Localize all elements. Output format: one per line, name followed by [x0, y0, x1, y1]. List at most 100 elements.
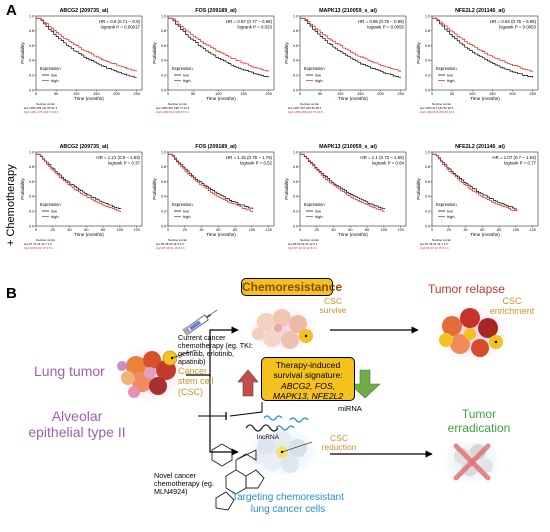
signature-genes: ABCG2, FOS, MAPK13, NFE2L2	[272, 380, 344, 401]
km-ytick-label: 0.0	[293, 224, 298, 228]
km-ytick-label: 1.0	[161, 14, 166, 18]
km-plot-svg: 0.0 0.2 0.4 0.6 0.8 1.0 Probability 0 50 100 150 20…	[152, 14, 275, 114]
km-curve-low	[432, 17, 534, 78]
km-axis-box	[431, 151, 539, 227]
km-ytick-label: 0.2	[29, 74, 34, 78]
km-risk-low: low 87 46 24 14 7 3 0	[420, 242, 448, 246]
km-hr-text: HR = 0.8 (0.71 – 0.9)	[99, 19, 141, 24]
km-plot-svg: 0.0 0.2 0.4 0.6 0.8 1.0 Probability 0 20 40 60 80 10…	[416, 150, 539, 250]
km-xtick-label: 0	[167, 228, 169, 232]
km-ytick-label: 0.6	[161, 180, 166, 184]
km-plot-svg: 0.0 0.2 0.4 0.6 0.8 1.0 Probability 0 20 40 60 80 10…	[20, 150, 143, 250]
km-xtick-label: 150	[489, 92, 495, 96]
km-legend-title: Expression	[172, 202, 193, 207]
km-ytick-label: 0.4	[425, 59, 430, 63]
km-xtick-label: 100	[215, 92, 221, 96]
km-hr-text: HR = 1.21 (0.8 – 1.83)	[96, 155, 140, 160]
km-ytick-label: 0.8	[161, 29, 166, 33]
km-xtick-label: 0	[299, 228, 301, 232]
km-ytick-label: 0.0	[161, 88, 166, 92]
mirna-label: miRNA	[338, 404, 362, 413]
km-ytick-label: 1.0	[293, 150, 298, 154]
km-risk-low: low 1057 467 205 82 38 4	[288, 106, 322, 110]
km-legend-high: high	[183, 214, 191, 219]
km-legend-low: low	[315, 72, 321, 77]
km-risk-high: high 1063 515 203 52 13 4	[420, 110, 455, 114]
km-xtick-label: 150	[357, 92, 363, 96]
km-logrank-text: logrank P = 0.0053	[499, 25, 536, 30]
alveolar-label: Alveolar epithelial type II	[28, 408, 126, 441]
tumor-relapse-label: Tumor relapse	[428, 282, 505, 296]
km-ytick-label: 0.0	[425, 224, 430, 228]
km-ytick-label: 0.6	[29, 44, 34, 48]
km-xlabel: Time (months)	[470, 96, 500, 101]
km-xlabel: Time (months)	[206, 232, 236, 237]
km-curve-high	[300, 153, 385, 212]
km-plot-svg: 0.0 0.2 0.4 0.6 0.8 1.0 Probability 0 50 100 150 20…	[20, 14, 143, 114]
chemotherapy-side-label: + Chemotherapy	[5, 164, 17, 246]
km-risk-header: Number at risk	[36, 238, 55, 242]
km-curve-low	[168, 153, 254, 209]
km-risk-header: Number at risk	[432, 102, 451, 106]
km-ytick-label: 0.4	[29, 59, 34, 63]
km-risk-low: low 87 47 24 13 7 1 0	[24, 242, 52, 246]
km-ytick-label: 0.4	[29, 195, 34, 199]
km-ytick-label: 1.0	[425, 14, 430, 18]
km-risk-header: Number at risk	[432, 238, 451, 242]
km-xtick-label: 100	[117, 228, 123, 232]
km-xtick-label: 60	[84, 228, 88, 232]
km-risk-header: Number at risk	[300, 102, 319, 106]
km-hr-text: HR = 0.87 (0.77 – 0.98)	[226, 19, 273, 24]
km-legend-low: low	[183, 72, 189, 77]
cancer-stem-cell-label: Cancer stem cell (CSC)	[178, 366, 214, 397]
km-risk-header: Number at risk	[168, 238, 187, 242]
signature-title: Therapy-induced survival signature:	[273, 360, 343, 381]
km-xtick-label: 50	[54, 92, 58, 96]
km-xtick-label: 0	[35, 228, 37, 232]
km-legend-high: high	[315, 78, 323, 83]
km-xtick-label: 40	[67, 228, 71, 232]
km-curve-high	[168, 153, 254, 213]
km-plot: NFE2L2 (201146_at) 0.0 0.2 0.4 0.6 0.8 1.0 Prob…	[416, 144, 544, 272]
km-ytick-label: 0.0	[29, 224, 34, 228]
km-ytick-label: 0.6	[293, 180, 298, 184]
km-legend-high: high	[51, 78, 59, 83]
km-ytick-label: 0.4	[161, 195, 166, 199]
km-xtick-label: 120	[134, 228, 140, 232]
km-xtick-label: 100	[249, 228, 255, 232]
km-axis-box	[299, 15, 407, 91]
km-plot-title: MAPK13 (210059_s_at)	[319, 8, 377, 14]
down-arrow-icon	[349, 369, 381, 399]
km-legend-low: low	[315, 208, 321, 213]
km-ylabel: Probability	[20, 42, 25, 64]
km-legend-high: high	[51, 214, 59, 219]
km-xtick-label: 250	[398, 92, 404, 96]
km-plot-svg: 0.0 0.2 0.4 0.6 0.8 1.0 Probability 0 50 100 150 20…	[416, 14, 539, 114]
csc-reduction-label: CSC reduction	[321, 433, 357, 453]
km-legend-title: Expression	[436, 66, 457, 71]
km-ylabel: Probability	[20, 178, 25, 200]
chemoresistance-label: Chemoresistance	[241, 278, 343, 296]
km-risk-low: low 86 48 26 14 8 3 0	[156, 242, 184, 246]
km-curve-high	[36, 153, 122, 212]
km-curve-high	[432, 17, 534, 72]
km-ytick-label: 0.0	[425, 88, 430, 92]
km-ytick-label: 0.8	[293, 165, 298, 169]
km-xtick-label: 80	[497, 228, 501, 232]
km-risk-low: low 86 53 33 20 12 5 1	[288, 242, 318, 246]
current-chemo-label: Current cancer chemotherapy (eg. TKI: ge…	[178, 333, 253, 366]
rna-squiggle-icon	[245, 415, 309, 432]
km-ytick-label: 0.2	[161, 210, 166, 214]
km-ytick-label: 0.2	[161, 74, 166, 78]
km-hr-text: HR = 1.15 (0.75 – 1.76)	[226, 155, 273, 160]
novel-chemo-label: Novel cancer chemotherapy (eg. MLN4924)	[154, 471, 214, 496]
km-xtick-label: 40	[463, 228, 467, 232]
km-legend-low: low	[447, 208, 453, 213]
km-ytick-label: 0.8	[425, 165, 430, 169]
km-ytick-label: 0.6	[293, 44, 298, 48]
signature-box: Therapy-induced survival signature: ABCG…	[261, 357, 355, 401]
km-xtick-label: 150	[93, 92, 99, 96]
km-xtick-label: 200	[509, 92, 515, 96]
km-xtick-label: 40	[199, 228, 203, 232]
km-xlabel: Time (months)	[470, 232, 500, 237]
